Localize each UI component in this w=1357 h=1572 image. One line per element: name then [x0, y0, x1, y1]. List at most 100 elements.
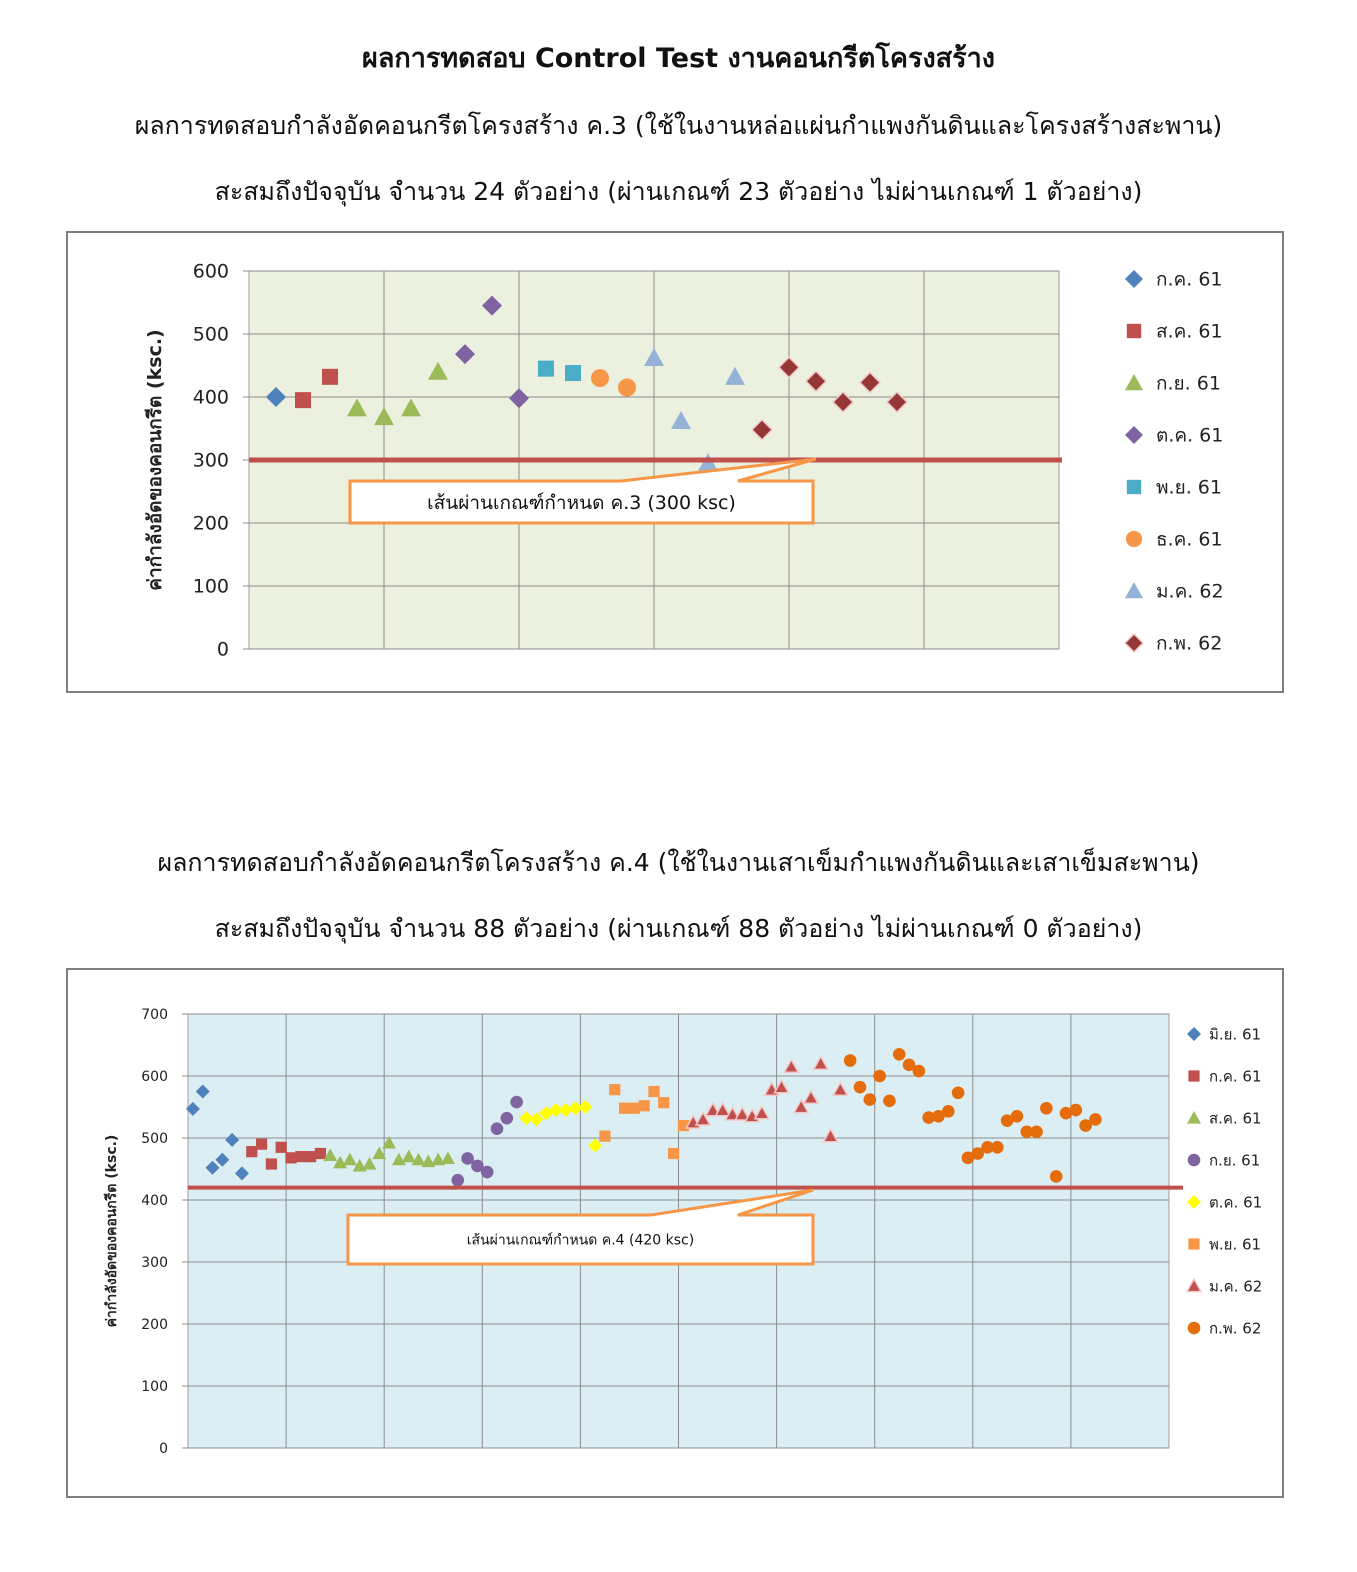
data-point	[831, 390, 855, 414]
chart2-container: 0 100 200 300 400 500 600 700 ค่ากำลังอัดของคอนก…	[66, 968, 1284, 1498]
data-point	[342, 1152, 357, 1166]
data-point	[322, 368, 338, 385]
data-point	[255, 1138, 268, 1150]
legend-marker	[1125, 426, 1143, 444]
data-point	[912, 1064, 926, 1078]
data-point	[733, 1105, 751, 1121]
data-point	[565, 365, 581, 382]
data-point	[822, 1127, 839, 1143]
data-point	[195, 1084, 210, 1099]
data-point	[883, 1094, 896, 1108]
data-point	[832, 1081, 849, 1096]
legend-entry: พ.ย. 61	[1209, 1235, 1261, 1253]
legend-entry: ก.ย. 61	[1156, 373, 1221, 395]
data-point	[812, 1055, 830, 1070]
data-point	[305, 1151, 317, 1163]
data-point	[1010, 1110, 1024, 1123]
data-point	[509, 388, 529, 409]
data-point	[588, 1138, 603, 1153]
data-point	[658, 1097, 670, 1109]
chart2-svg: 0 100 200 300 400 500 600 700 ค่ากำลังอัดของคอนก…	[104, 1007, 1262, 1457]
data-point	[215, 1152, 230, 1167]
legend-marker	[1187, 1153, 1201, 1167]
data-point	[618, 1102, 631, 1114]
legend-entry: ส.ค. 61	[1156, 321, 1223, 343]
chart2-summary: สะสมถึงปัจจุบัน จำนวน 88 ตัวอย่าง (ผ่านเ…	[214, 914, 1143, 943]
data-point	[352, 1158, 367, 1172]
data-point	[1079, 1119, 1092, 1132]
y-tick-label: 300	[193, 450, 229, 472]
data-point	[295, 392, 311, 409]
data-point	[792, 1098, 810, 1114]
data-point	[519, 1111, 534, 1126]
data-point	[538, 360, 554, 377]
data-point	[902, 1058, 916, 1072]
threshold-callout	[346, 1188, 815, 1266]
data-point	[694, 1110, 712, 1126]
data-point	[480, 1165, 494, 1179]
data-point	[858, 371, 882, 394]
data-point	[971, 1147, 985, 1160]
data-point	[482, 295, 502, 316]
data-point	[234, 1166, 249, 1181]
data-point	[941, 1105, 955, 1118]
legend-entry: ก.ค. 61	[1209, 1067, 1262, 1085]
legend-entry: ส.ค. 61	[1209, 1109, 1262, 1127]
data-point	[843, 1054, 857, 1067]
data-point	[1069, 1103, 1083, 1117]
y-tick-label: 300	[141, 1255, 168, 1271]
y-tick-label: 200	[141, 1317, 168, 1333]
chart2-heading: ผลการทดสอบกำลังอัดคอนกรีตโครงสร้าง ค.4 (…	[157, 848, 1200, 877]
data-point	[609, 1084, 621, 1096]
data-point	[185, 1101, 200, 1116]
data-point	[628, 1102, 640, 1114]
data-point	[471, 1159, 484, 1173]
y-tick-label: 0	[217, 639, 229, 661]
y-tick-label: 500	[141, 1131, 168, 1147]
data-point	[451, 1173, 465, 1187]
legend-entry: ม.ค. 62	[1209, 1277, 1262, 1295]
data-point	[873, 1069, 886, 1083]
data-point	[372, 1146, 387, 1160]
data-point	[753, 1104, 771, 1120]
y-tick-label: 500	[193, 324, 229, 346]
threshold-callout	[348, 457, 817, 525]
data-point	[671, 410, 691, 429]
data-point	[1000, 1114, 1014, 1127]
legend-marker	[1126, 323, 1142, 339]
legend-marker	[1185, 1277, 1203, 1293]
legend-marker	[1187, 1321, 1201, 1335]
data-point	[401, 1149, 416, 1163]
data-point	[863, 1093, 877, 1106]
data-point	[922, 1111, 935, 1124]
legend-entry: ก.พ. 62	[1156, 633, 1222, 655]
data-point	[773, 1078, 790, 1094]
y-axis-label: ค่ากำลังอัดของคอนกรีต (ksc.)	[104, 1135, 120, 1328]
data-point	[885, 390, 909, 414]
data-point	[548, 1103, 563, 1118]
chart1-svg: 0 100 200 300 400 500 600 ค่ากำลังอัดของคอนกรีต…	[144, 261, 1224, 661]
legend-marker	[1126, 479, 1142, 495]
data-point	[677, 1120, 690, 1132]
data-point	[648, 1085, 660, 1098]
legend-marker	[1125, 270, 1143, 288]
legend-entry: มิ.ย. 61	[1209, 1025, 1261, 1043]
data-point	[961, 1151, 975, 1165]
legend-marker	[1187, 1111, 1201, 1124]
y-tick-label: 400	[141, 1193, 168, 1209]
data-point	[285, 1152, 297, 1164]
data-point	[558, 1103, 573, 1118]
data-point	[205, 1160, 220, 1175]
data-point	[1040, 1101, 1053, 1115]
data-point	[725, 366, 745, 385]
data-point	[529, 1112, 544, 1127]
data-point	[1089, 1113, 1102, 1126]
data-point	[490, 1122, 504, 1135]
data-point	[932, 1110, 945, 1123]
threshold-label: เส้นผ่านเกณฑ์กำหนด ค.4 (420 ksc)	[467, 1232, 694, 1249]
legend-entry: ก.ค. 61	[1156, 269, 1223, 291]
data-point	[323, 1148, 338, 1161]
data-point	[644, 347, 664, 366]
legend-entry: ต.ค. 61	[1209, 1193, 1262, 1211]
data-point	[618, 378, 636, 397]
